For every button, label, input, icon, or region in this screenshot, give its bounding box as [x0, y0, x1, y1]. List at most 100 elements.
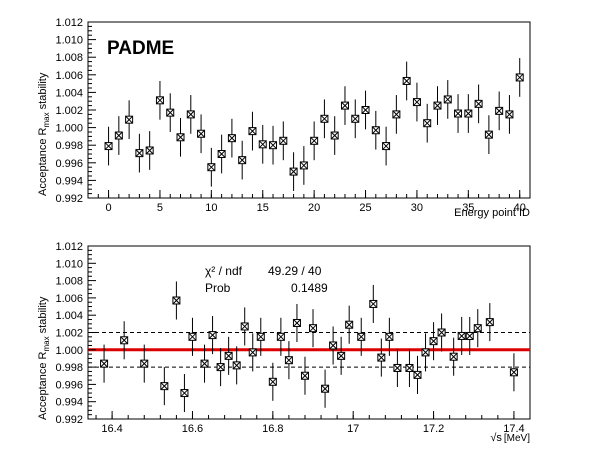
bottom-x-axis: 16.4 16.6 16.8 17 17.2 17.4 — [95, 411, 531, 435]
marker-cross — [369, 300, 378, 308]
marker-cross — [377, 353, 386, 362]
bot-data-point — [256, 317, 265, 356]
top-data-point — [495, 91, 504, 131]
top-data-point — [299, 146, 308, 185]
top-data-point — [155, 80, 164, 120]
marker-cross — [309, 324, 317, 333]
bot-data-point — [276, 317, 285, 356]
bot-data-point — [292, 303, 301, 343]
top-data-point — [474, 84, 483, 124]
bottom-y-label-suffix: stability — [37, 296, 49, 336]
top-data-point — [310, 121, 319, 161]
top-y-tick-label: 1.004 — [55, 87, 83, 99]
marker-cross — [140, 359, 149, 368]
bot-y-tick-label: 1.010 — [55, 258, 83, 270]
top-x-tick-label: 40 — [514, 202, 526, 214]
bot-data-point — [329, 326, 338, 365]
top-y-tick-label: 0.992 — [55, 193, 83, 205]
bot-y-tick-label: 1.008 — [55, 276, 83, 288]
marker-cross — [285, 356, 293, 365]
marker-cross — [301, 371, 309, 380]
bot-y-tick-label: 0.996 — [55, 379, 83, 391]
top-data-point — [114, 116, 123, 155]
marker-cross — [104, 142, 113, 150]
top-data-point — [104, 126, 113, 166]
marker-cross — [248, 348, 257, 357]
bot-y-tick-label: 1.006 — [55, 293, 83, 305]
marker-cross — [402, 77, 411, 85]
top-x-tick-label: 0 — [105, 202, 111, 214]
top-y-tick-label: 1.008 — [55, 52, 83, 64]
marker-cross — [256, 332, 265, 341]
bot-data-point — [345, 305, 354, 344]
top-x-tick-label: 10 — [205, 202, 217, 214]
marker-cross — [485, 318, 494, 326]
marker-cross — [176, 133, 185, 142]
top-y-label-suffix: stability — [37, 72, 49, 112]
marker-cross — [217, 150, 226, 158]
top-x-axis-label: Energy point ID — [454, 207, 530, 219]
top-data-point — [371, 110, 380, 150]
top-data-point — [340, 86, 349, 125]
bot-data-point — [188, 317, 197, 356]
marker-cross — [464, 109, 473, 118]
top-data-point — [279, 121, 288, 161]
bot-x-tick-label: 17.2 — [423, 423, 444, 435]
marker-cross — [413, 98, 421, 106]
marker-cross — [114, 131, 123, 140]
bot-data-point — [337, 336, 346, 375]
top-data-point — [227, 118, 236, 158]
top-x-tick-label: 30 — [411, 202, 423, 214]
marker-cross — [485, 130, 493, 139]
top-y-label-subscript: max — [42, 112, 51, 127]
top-y-tick-label: 0.998 — [55, 140, 83, 152]
top-y-axis: 0.992 0.994 0.996 0.998 1.000 1.002 1.004 1.006… — [55, 17, 96, 205]
bot-y-tick-label: 1.012 — [55, 241, 83, 253]
prob-value: 0.1489 — [291, 281, 328, 295]
marker-cross — [224, 352, 233, 360]
top-data-point — [186, 95, 195, 134]
top-data-point — [207, 147, 216, 187]
marker-cross — [172, 296, 181, 305]
chi2-label: χ² / ndf — [205, 264, 243, 278]
top-data-point — [248, 111, 257, 151]
marker-cross — [473, 324, 482, 333]
marker-cross — [166, 108, 175, 117]
marker-cross — [433, 101, 442, 110]
bot-x-tick-label: 16.4 — [101, 423, 122, 435]
bot-data-point — [377, 338, 386, 377]
bot-data-point — [268, 362, 277, 401]
marker-cross — [423, 119, 432, 128]
marker-cross — [228, 134, 236, 143]
bot-x-tick-label: 17.4 — [503, 423, 524, 435]
bot-data-point — [120, 321, 129, 360]
marker-cross — [216, 363, 225, 371]
top-data-point — [361, 90, 370, 130]
x-unit-label: [MeV] — [504, 433, 530, 444]
bot-data-point — [485, 303, 494, 342]
bot-data-point — [413, 355, 422, 394]
prob-label: Prob — [205, 281, 231, 295]
marker-cross — [186, 110, 195, 119]
marker-cross — [160, 382, 169, 390]
marker-cross — [495, 107, 504, 115]
marker-cross — [258, 140, 267, 149]
bottom-y-label-prefix: Acceptance R — [37, 351, 49, 420]
bot-data-point — [429, 322, 438, 361]
marker-cross — [208, 331, 217, 339]
bot-data-point — [473, 309, 482, 348]
bottom-y-axis-label: Acceptance Rmax stability — [37, 296, 51, 420]
bot-data-point — [421, 333, 430, 372]
top-data-point — [484, 115, 493, 154]
marker-cross — [341, 101, 349, 110]
marker-cross — [320, 114, 329, 123]
marker-cross — [125, 115, 133, 124]
top-x-tick-label: 5 — [157, 202, 163, 214]
bot-data-point — [300, 356, 309, 395]
top-data-point — [125, 100, 134, 140]
bot-data-point — [140, 344, 149, 383]
marker-cross — [180, 389, 189, 397]
marker-cross — [188, 332, 197, 341]
marker-cross — [510, 368, 518, 377]
